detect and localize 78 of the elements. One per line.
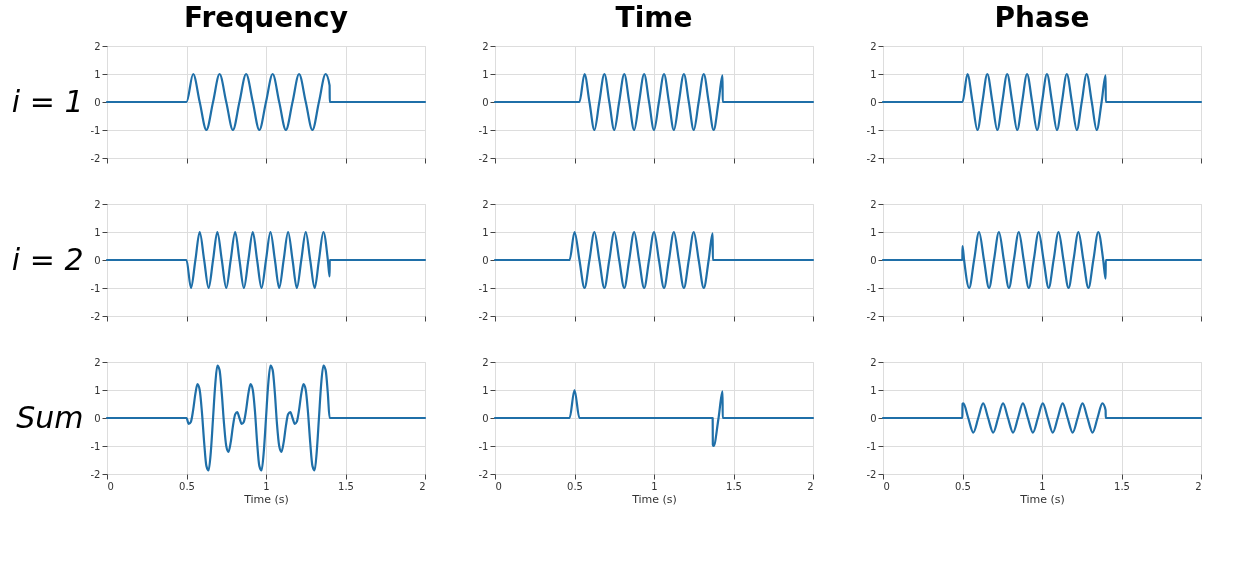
x-tick-label: 1	[651, 480, 658, 492]
y-tick-label: 0	[482, 412, 489, 424]
y-tick-label: -2	[90, 468, 101, 480]
y-tick-label: 1	[94, 384, 101, 396]
x-axis-title: Time (s)	[631, 492, 677, 506]
x-tick-label: 0.5	[179, 480, 195, 492]
y-tick-label: 2	[870, 40, 877, 52]
y-tick-label: 2	[94, 356, 101, 368]
x-tick-label: 0	[107, 480, 114, 492]
chart-title: Phase	[994, 1, 1090, 34]
y-tick-label: 1	[870, 384, 877, 396]
y-axis-title: i = 2	[11, 241, 84, 277]
y-tick-label: 0	[482, 96, 489, 108]
y-tick-label: -2	[866, 468, 877, 480]
y-tick-label: 1	[94, 226, 101, 238]
y-tick-label: 1	[482, 384, 489, 396]
line-series	[493, 388, 815, 448]
y-tick-label: 2	[94, 198, 101, 210]
y-tick-label: 1	[870, 68, 877, 80]
y-tick-label: 0	[482, 254, 489, 266]
y-tick-label: -1	[866, 440, 877, 452]
y-tick-label: 2	[94, 40, 101, 52]
line-series	[493, 72, 815, 132]
chart-title: Time	[615, 1, 693, 34]
x-tick-label: 2	[1195, 480, 1202, 492]
x-tick-label: 0	[883, 480, 890, 492]
y-tick-label: -1	[90, 440, 101, 452]
y-tick-label: 0	[94, 412, 101, 424]
x-tick-label: 1.5	[1114, 480, 1130, 492]
y-tick-label: -1	[478, 124, 489, 136]
y-tick-label: 1	[482, 68, 489, 80]
y-tick-label: -1	[90, 124, 101, 136]
y-tick-label: -2	[90, 310, 101, 322]
x-tick-label: 1.5	[338, 480, 354, 492]
y-tick-label: 1	[482, 226, 489, 238]
y-tick-label: -2	[478, 152, 489, 164]
line-series	[493, 230, 815, 290]
line-series	[105, 72, 427, 132]
y-tick-label: -2	[866, 152, 877, 164]
x-axis-title: Time (s)	[243, 492, 289, 506]
y-tick-label: -1	[866, 282, 877, 294]
x-tick-label: 0	[495, 480, 502, 492]
line-series	[881, 72, 1203, 132]
y-tick-label: -2	[478, 310, 489, 322]
y-tick-label: 0	[870, 412, 877, 424]
y-tick-label: -2	[90, 152, 101, 164]
line-series	[105, 230, 427, 290]
y-tick-label: -1	[866, 124, 877, 136]
x-tick-label: 0.5	[567, 480, 583, 492]
x-tick-label: 1	[263, 480, 270, 492]
x-tick-label: 1.5	[726, 480, 742, 492]
x-tick-label: 1	[1039, 480, 1046, 492]
y-tick-label: 2	[482, 198, 489, 210]
y-tick-label: -1	[478, 440, 489, 452]
line-series	[881, 230, 1203, 290]
y-tick-label: 2	[870, 356, 877, 368]
x-tick-label: 0.5	[955, 480, 971, 492]
y-tick-label: -2	[866, 310, 877, 322]
y-tick-label: -1	[478, 282, 489, 294]
y-tick-label: -1	[90, 282, 101, 294]
y-tick-label: 2	[870, 198, 877, 210]
y-tick-label: 0	[870, 96, 877, 108]
x-axis-title: Time (s)	[1019, 492, 1065, 506]
y-tick-label: 0	[94, 96, 101, 108]
y-tick-label: 2	[482, 356, 489, 368]
y-tick-label: 0	[94, 254, 101, 266]
line-series	[105, 364, 427, 472]
y-axis-title: i = 1	[11, 83, 84, 119]
y-tick-label: -2	[478, 468, 489, 480]
y-tick-label: 1	[94, 68, 101, 80]
x-tick-label: 2	[419, 480, 426, 492]
y-axis-title: Sum	[16, 399, 84, 435]
line-series	[881, 402, 1203, 434]
y-tick-label: 2	[482, 40, 489, 52]
chart-title: Frequency	[184, 1, 348, 34]
y-tick-label: 1	[870, 226, 877, 238]
y-tick-label: 0	[870, 254, 877, 266]
x-tick-label: 2	[807, 480, 814, 492]
